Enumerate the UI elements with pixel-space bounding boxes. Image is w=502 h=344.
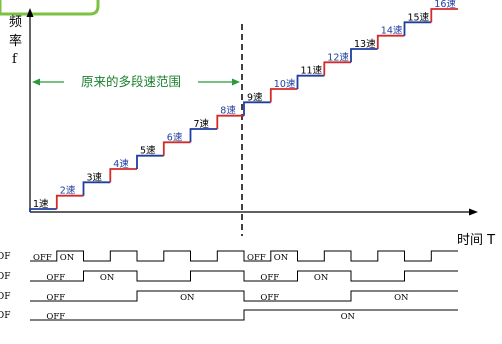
speed-step-label-10: 10速 xyxy=(274,79,296,90)
signal-waveform-2 xyxy=(30,270,458,282)
signal-3-state-label-1: OFF xyxy=(46,293,65,303)
speed-step-7 xyxy=(189,128,218,143)
signal-4-state-label-2: ON xyxy=(341,312,356,322)
speed-step-12 xyxy=(323,61,351,76)
signal-3-state-label-3: OFF xyxy=(260,293,279,303)
signal-2-state-label-2: ON xyxy=(100,273,115,283)
signal-name-1: DF xyxy=(0,252,10,262)
speed-step-2 xyxy=(55,194,84,209)
speed-step-label-6: 6速 xyxy=(167,132,183,143)
speed-step-label-8: 8速 xyxy=(220,106,236,117)
speed-step-9 xyxy=(243,101,271,116)
speed-step-13 xyxy=(350,48,378,63)
speed-step-label-3: 3速 xyxy=(87,172,103,183)
signal-name-2: DF xyxy=(0,272,10,282)
x-axis-label: 时间 T xyxy=(457,233,495,248)
speed-step-label-1: 1速 xyxy=(33,199,49,210)
speed-step-3 xyxy=(82,181,111,196)
signal-1-state-label-4: ON xyxy=(274,253,289,263)
range-label: 原来的多段速范围 xyxy=(81,74,181,89)
y-axis-label-1: 频 xyxy=(9,15,22,30)
signal-3-state-label-2: ON xyxy=(180,293,195,303)
signal-name-3: DF xyxy=(0,292,10,302)
speed-step-label-9: 9速 xyxy=(247,92,263,103)
signal-2-state-label-1: OFF xyxy=(46,273,65,283)
speed-step-label-2: 2速 xyxy=(60,186,76,197)
speed-step-16 xyxy=(430,8,458,23)
speed-step-label-12: 12速 xyxy=(327,52,349,63)
speed-step-6 xyxy=(162,141,191,156)
speed-step-label-14: 14速 xyxy=(381,26,403,37)
speed-step-label-13: 13速 xyxy=(354,39,376,50)
speed-steps: 1速 2速 3速 4速 5速 6速 7速 8速 9速 10速 11速 12速 13速 14速 15速 16速 xyxy=(29,0,458,212)
speed-step-label-5: 5速 xyxy=(140,146,156,157)
speed-step-label-16: 16速 xyxy=(434,0,456,10)
signal-2-state-label-3: OFF xyxy=(260,273,279,283)
y-axis-label-2: 率 xyxy=(9,33,22,49)
speed-step-label-7: 7速 xyxy=(194,119,210,130)
signal-name-4: DF xyxy=(0,311,10,321)
speed-step-14 xyxy=(376,34,405,49)
speed-step-label-11: 11速 xyxy=(301,66,323,77)
signal-waveform-3 xyxy=(30,290,458,302)
speed-step-5 xyxy=(136,154,164,169)
range-arrow-head-right xyxy=(232,78,240,86)
callout-box-edge xyxy=(0,0,100,16)
speed-step-label-15: 15速 xyxy=(408,12,430,23)
speed-step-4 xyxy=(109,168,137,183)
x-axis-arrow xyxy=(469,208,478,216)
range-annotation: 原来的多段速范围 xyxy=(32,74,240,89)
range-arrow-head-left xyxy=(32,78,40,86)
speed-step-1 xyxy=(29,208,57,212)
signal-waveform-1 xyxy=(30,250,458,262)
input-signals: DF OFF ON OFF ON DF OFF ON OFF ON DF OFF ON OFF ON DF OF… xyxy=(0,250,458,322)
signal-waveform-4 xyxy=(30,309,458,321)
speed-step-8 xyxy=(216,114,244,129)
signal-1-state-label-2: ON xyxy=(60,253,75,263)
speed-step-label-4: 4速 xyxy=(113,159,129,170)
speed-step-10 xyxy=(269,88,298,103)
y-axis-label-3: f xyxy=(12,52,18,67)
speed-step-11 xyxy=(296,74,325,89)
axes xyxy=(26,8,478,216)
signal-2-state-label-4: ON xyxy=(314,273,329,283)
signal-1-state-label-3: OFF xyxy=(247,253,266,263)
y-axis-arrow xyxy=(26,8,34,17)
signal-1-state-label-1: OFF xyxy=(33,253,52,263)
signal-3-state-label-4: ON xyxy=(394,293,409,303)
speed-step-15 xyxy=(403,21,432,36)
signal-4-state-label-1: OFF xyxy=(46,312,65,322)
